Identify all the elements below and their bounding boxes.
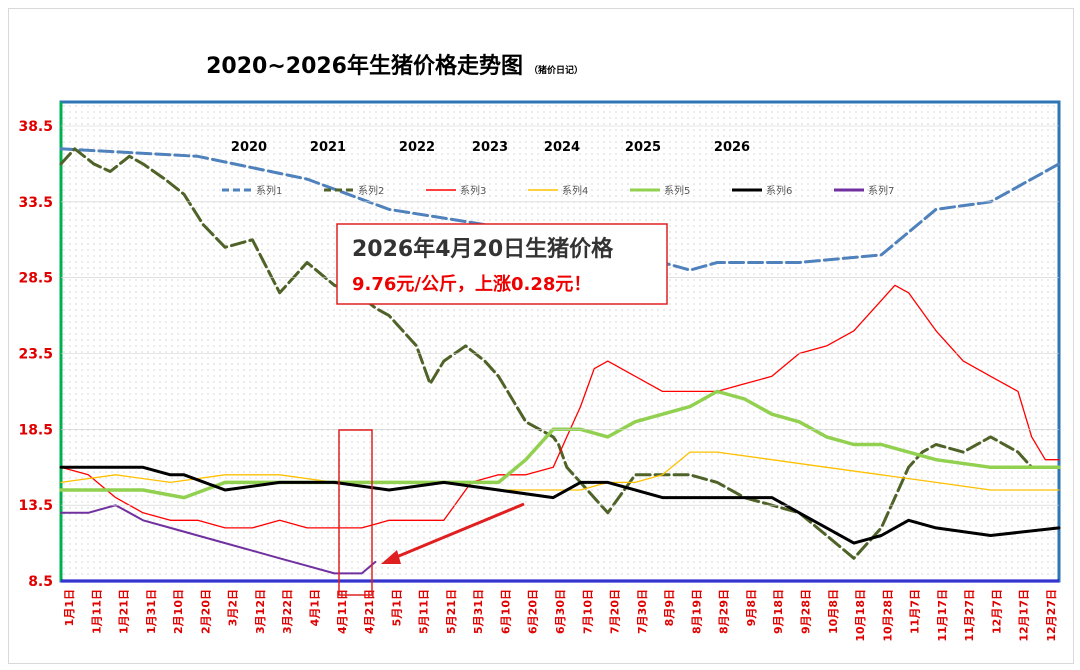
x-tick-label: 10月18日: [854, 589, 867, 642]
plot-area: [59, 100, 1061, 583]
y-tick-label: 13.5: [18, 498, 53, 514]
legend-label: 系列2: [358, 184, 384, 197]
y-tick-label: 28.5: [18, 271, 53, 287]
series-line: [59, 465, 1061, 545]
legend-label: 系列4: [562, 184, 588, 197]
x-tick-label: 10月8日: [827, 589, 840, 634]
legend-label: 系列1: [256, 184, 282, 197]
legend: 系列1 系列2 系列3 系列4 系列5 系列6 系列7: [222, 184, 894, 197]
chart-subtitle: （猪价日记）: [529, 64, 583, 76]
x-tick-label: 12月27日: [1045, 589, 1058, 642]
x-tick-label: 4月21日: [363, 589, 376, 634]
x-tick-label: 7月10日: [581, 589, 594, 634]
x-tick-label: 11月17日: [936, 589, 949, 642]
chart-title: 2020~2026年生猪价格走势图: [206, 53, 523, 79]
x-tick-label: 8月29日: [718, 589, 731, 634]
y-tick-label: 23.5: [18, 347, 53, 363]
x-tick-label: 3月2日: [227, 589, 240, 626]
legend-label: 系列3: [460, 184, 486, 197]
x-tick-label: 1月11日: [90, 589, 103, 634]
annotation-box: 2026年4月20日生猪价格 9.76元/公斤，上涨0.28元！: [336, 223, 668, 305]
year-label: 2020: [231, 140, 267, 155]
x-tick-label: 12月7日: [990, 589, 1003, 634]
x-tick-label: 10月28日: [881, 589, 894, 642]
x-tick-label: 5月1日: [390, 589, 403, 626]
x-tick-label: 2月20日: [199, 589, 212, 634]
x-tick-label: 3月22日: [281, 589, 294, 634]
x-tick-label: 6月30日: [554, 589, 567, 634]
x-tick-label: 2月10日: [172, 589, 185, 634]
x-tick-label: 7月20日: [609, 589, 622, 634]
x-tick-label: 8月19日: [690, 589, 703, 634]
x-tick-label: 4月11日: [336, 589, 349, 634]
year-label: 2024: [544, 140, 580, 155]
x-tick-label: 6月10日: [499, 589, 512, 634]
x-tick-label: 1月31日: [145, 589, 158, 634]
annotation-line-1: 2026年4月20日生猪价格: [352, 236, 614, 262]
x-tick-label: 8月9日: [663, 589, 676, 626]
y-tick-label: 8.5: [28, 574, 53, 590]
year-label: 2021: [310, 140, 346, 155]
year-label: 2026: [714, 140, 750, 155]
x-tick-label: 9月18日: [772, 589, 785, 634]
x-tick-label: 7月30日: [636, 589, 649, 634]
year-label: 2022: [399, 140, 435, 155]
y-axis: 38.5 33.5 28.5 23.5 18.5 13.5 8.5: [18, 119, 1059, 590]
x-tick-label: 5月21日: [445, 589, 458, 634]
x-tick-label: 11月7日: [909, 589, 922, 634]
chart-frame: 2020~2026年生猪价格走势图 （猪价日记） 38.5 33.5 28.5 23.…: [8, 8, 1074, 664]
x-tick-label: 12月17日: [1018, 589, 1031, 642]
y-tick-label: 33.5: [18, 195, 53, 211]
year-label: 2023: [472, 140, 508, 155]
x-tick-label: 9月28日: [800, 589, 813, 634]
x-tick-label: 6月20日: [527, 589, 540, 634]
series-line: [59, 389, 1061, 500]
legend-label: 系列6: [766, 184, 792, 197]
legend-label: 系列7: [868, 184, 894, 197]
price-chart: 2020~2026年生猪价格走势图 （猪价日记） 38.5 33.5 28.5 23.…: [18, 53, 1061, 642]
x-tick-label: 11月27日: [963, 589, 976, 642]
x-tick-label: 9月8日: [745, 589, 758, 626]
x-tick-label: 5月11日: [418, 589, 431, 634]
year-label: 2025: [625, 140, 661, 155]
x-tick-label: 3月12日: [254, 589, 267, 634]
x-tick-label: 1月1日: [63, 589, 76, 626]
y-tick-label: 38.5: [18, 119, 53, 135]
series-line: [60, 284, 1060, 529]
x-axis: 1月1日 1月11日 1月21日 1月31日 2月10日 2月20日 3月2日 3月12日 3月…: [63, 589, 1058, 642]
annotation-line-2: 9.76元/公斤，上涨0.28元！: [352, 274, 591, 295]
series-line: [60, 451, 1060, 491]
y-tick-label: 18.5: [18, 422, 53, 438]
year-labels: 2020 2021 2022 2023 2024 2025 2026: [231, 140, 750, 155]
x-tick-label: 1月21日: [118, 589, 131, 634]
series-line: [60, 504, 377, 575]
x-tick-label: 4月1日: [309, 589, 322, 626]
legend-label: 系列5: [664, 184, 690, 197]
annotation-arrow: [381, 502, 525, 564]
series-line: [59, 147, 1061, 560]
highlight-box: [338, 429, 373, 596]
x-tick-label: 5月31日: [472, 589, 485, 634]
